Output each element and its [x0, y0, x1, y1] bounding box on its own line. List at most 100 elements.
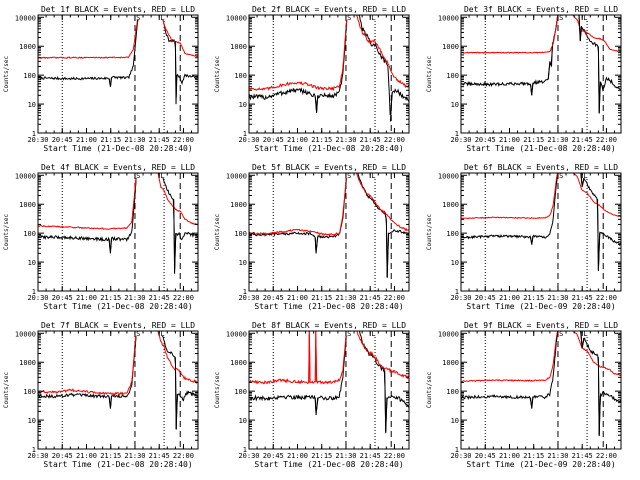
plot-title: Det 5f BLACK = Events, RED = LLD — [252, 163, 406, 172]
detector-panel: Det 4f BLACK = Events, RED = LLD Counts/s… — [3, 163, 199, 311]
lld-spike-segment — [315, 331, 318, 382]
annotation-mark: S — [559, 172, 563, 180]
events-spike-segment — [581, 178, 585, 187]
x-tick-label: 21:30 — [335, 452, 356, 460]
x-tick-label: 22:00 — [384, 136, 405, 144]
x-tick-label: 20:45 — [263, 294, 284, 302]
y-axis-label: Counts/sec — [3, 372, 10, 409]
events-spike-segment — [109, 395, 113, 409]
lld-series-line — [38, 173, 198, 230]
y-axis-label: Counts/sec — [214, 214, 221, 251]
y-tick-label: 1 — [243, 288, 247, 296]
x-tick-label: 20:45 — [52, 294, 73, 302]
plot-title: Det 8f BLACK = Events, RED = LLD — [252, 321, 406, 330]
events-spike-segment — [598, 395, 601, 436]
x-tick-label: 21:15 — [100, 294, 121, 302]
x-tick-label: 22:00 — [596, 294, 617, 302]
events-spike-segment — [174, 357, 177, 429]
events-spike-segment — [384, 212, 387, 220]
lld-spike-segment — [555, 173, 559, 180]
x-axis-label: Start Time (21-Dec-08 20:28:40) — [254, 302, 403, 311]
x-tick-label: 20:45 — [475, 452, 496, 460]
plot-frame — [37, 172, 199, 292]
x-tick-label: 21:45 — [572, 294, 593, 302]
events-spike-segment — [109, 238, 113, 254]
x-tick-label: 21:00 — [287, 136, 308, 144]
x-tick-label: 21:00 — [287, 294, 308, 302]
x-tick-label: 21:15 — [523, 136, 544, 144]
lld-spike-segment — [308, 331, 311, 383]
y-tick-label: 1 — [32, 288, 36, 296]
y-axis-label: Counts/sec — [426, 214, 433, 251]
y-tick-label: 100 — [23, 388, 36, 396]
y-tick-label: 100 — [23, 72, 36, 80]
y-tick-label: 10 — [28, 417, 36, 425]
y-tick-label: 10 — [451, 259, 459, 267]
annotation-mark: L — [160, 14, 164, 22]
events-spike-segment — [174, 233, 177, 274]
y-tick-label: 1000 — [19, 201, 36, 209]
detector-panel: Det 6f BLACK = Events, RED = LLD Counts/s… — [426, 163, 622, 311]
x-tick-label: 20:45 — [475, 136, 496, 144]
x-tick-label: 22:00 — [596, 452, 617, 460]
events-spike-segment — [531, 396, 534, 409]
events-spike-segment — [597, 199, 599, 271]
y-tick-label: 10000 — [438, 330, 459, 338]
y-tick-label: 100 — [234, 388, 247, 396]
y-tick-label: 10 — [239, 259, 247, 267]
y-axis-label: Counts/sec — [214, 372, 221, 409]
lld-series-line — [38, 331, 198, 396]
events-spike-segment — [580, 173, 583, 187]
y-tick-label: 1 — [243, 446, 247, 454]
plot-frame — [248, 330, 410, 450]
annotation-mark: L — [583, 330, 587, 338]
x-tick-label: 21:30 — [547, 294, 568, 302]
x-tick-label: 21:30 — [124, 452, 145, 460]
y-tick-label: 100 — [234, 72, 247, 80]
x-tick-label: 22:00 — [384, 452, 405, 460]
y-axis-label: Counts/sec — [214, 56, 221, 93]
x-tick-label: 21:15 — [523, 294, 544, 302]
events-spike-segment — [316, 95, 319, 113]
events-series-line — [461, 15, 621, 114]
x-tick-label: 21:45 — [149, 136, 170, 144]
x-tick-label: 21:30 — [124, 136, 145, 144]
detector-panel: Det 9f BLACK = Events, RED = LLD Counts/s… — [426, 321, 622, 469]
y-tick-label: 10000 — [438, 172, 459, 180]
y-tick-label: 1 — [455, 446, 459, 454]
y-tick-label: 10000 — [15, 14, 36, 22]
y-tick-label: 10 — [451, 417, 459, 425]
annotation-mark: L — [583, 14, 587, 22]
plot-title: Det 6f BLACK = Events, RED = LLD — [464, 163, 618, 172]
events-spike-segment — [386, 233, 389, 278]
x-tick-label: 20:30 — [238, 136, 259, 144]
events-series-line — [461, 173, 621, 270]
plot-frame — [460, 14, 622, 134]
events-spike-segment — [385, 397, 388, 432]
y-axis-label: Counts/sec — [3, 56, 10, 93]
x-tick-label: 20:45 — [263, 452, 284, 460]
x-tick-label: 21:30 — [124, 294, 145, 302]
x-tick-label: 20:30 — [27, 452, 48, 460]
events-spike-segment — [597, 357, 600, 436]
x-tick-label: 21:30 — [335, 294, 356, 302]
y-tick-label: 1 — [455, 130, 459, 138]
x-axis-label: Start Time (21-Dec-08 20:28:40) — [254, 460, 403, 469]
x-tick-label: 21:00 — [76, 136, 97, 144]
plot-frame — [37, 14, 199, 134]
detector-panel: Det 7f BLACK = Events, RED = LLD Counts/s… — [3, 321, 199, 469]
events-spike-segment — [109, 77, 113, 87]
x-tick-label: 21:30 — [547, 136, 568, 144]
annotation-mark: S — [559, 14, 563, 22]
events-spike-segment — [389, 92, 393, 122]
x-tick-label: 20:30 — [27, 136, 48, 144]
y-tick-label: 1000 — [230, 43, 247, 51]
lld-series-line — [38, 15, 198, 60]
y-tick-label: 10000 — [226, 172, 247, 180]
events-series-line — [38, 15, 198, 98]
annotation-mark: L — [583, 172, 587, 180]
plot-title: Det 9f BLACK = Events, RED = LLD — [464, 321, 618, 330]
lld-series-line — [249, 331, 409, 385]
lld-series-line — [249, 15, 409, 92]
annotation-mark: S — [347, 330, 351, 338]
